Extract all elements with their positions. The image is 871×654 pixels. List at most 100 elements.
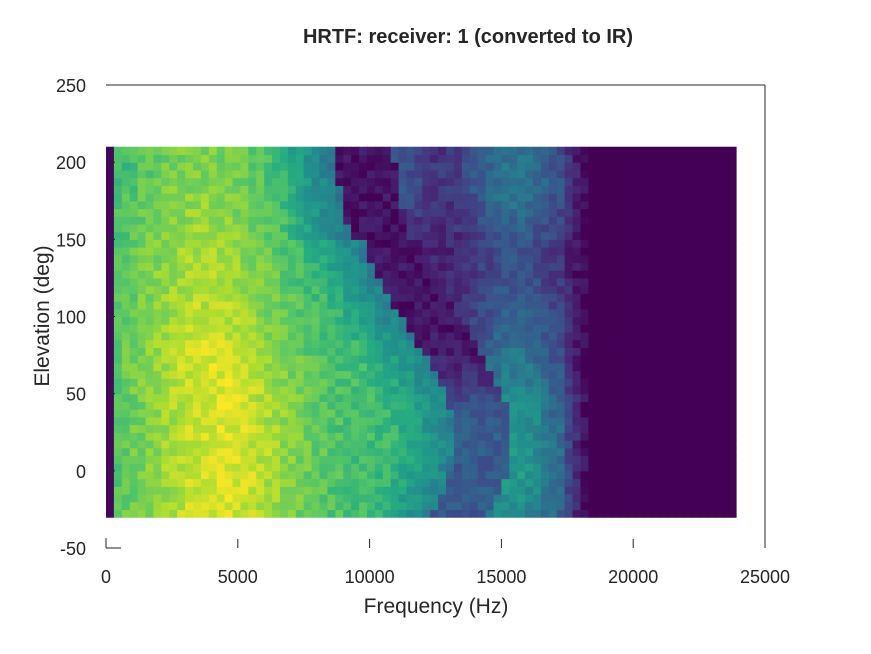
heatmap-cell xyxy=(153,277,162,287)
heatmap-cell xyxy=(627,247,637,256)
heatmap-cell xyxy=(422,200,431,210)
heatmap-cell xyxy=(564,324,574,333)
heatmap-cell xyxy=(240,177,249,186)
heatmap-cell xyxy=(279,254,289,264)
heatmap-cell xyxy=(153,393,162,402)
heatmap-cell xyxy=(303,424,313,433)
heatmap-cell xyxy=(137,216,147,225)
heatmap-cell xyxy=(596,193,605,202)
heatmap-cell xyxy=(453,409,463,418)
heatmap-cell xyxy=(414,355,423,364)
heatmap-cell xyxy=(185,509,194,518)
heatmap-cell xyxy=(248,393,257,402)
heatmap-cell xyxy=(683,247,692,256)
heatmap-cell xyxy=(446,223,455,233)
heatmap-cell xyxy=(620,432,629,441)
heatmap-cell xyxy=(106,154,115,163)
heatmap-cell xyxy=(177,324,186,333)
heatmap-cell xyxy=(438,162,447,171)
heatmap-cell xyxy=(525,509,534,518)
heatmap-cell xyxy=(485,223,495,233)
heatmap-cell xyxy=(121,347,131,356)
heatmap-cell xyxy=(145,208,155,217)
heatmap-cell xyxy=(264,146,273,156)
heatmap-cell xyxy=(185,231,194,240)
heatmap-cell xyxy=(343,409,352,418)
heatmap-cell xyxy=(264,154,273,163)
heatmap-cell xyxy=(319,486,329,495)
heatmap-cell xyxy=(343,262,352,271)
heatmap-cell xyxy=(635,509,645,518)
heatmap-cell xyxy=(224,316,234,325)
heatmap-cell xyxy=(137,208,147,217)
heatmap-cell xyxy=(256,424,265,433)
heatmap-cell xyxy=(596,370,605,379)
heatmap-cell xyxy=(264,393,273,402)
heatmap-cell xyxy=(588,308,597,318)
heatmap-cell xyxy=(137,308,147,318)
heatmap-cell xyxy=(540,339,550,348)
heatmap-cell xyxy=(185,470,194,480)
heatmap-cell xyxy=(153,324,162,333)
heatmap-cell xyxy=(343,378,352,387)
heatmap-cell xyxy=(169,324,178,333)
heatmap-cell xyxy=(722,270,732,279)
heatmap-cell xyxy=(216,409,226,418)
heatmap-cell xyxy=(224,355,234,364)
heatmap-cell xyxy=(659,216,669,225)
heatmap-cell xyxy=(106,177,115,186)
heatmap-cell xyxy=(667,362,676,372)
heatmap-cell xyxy=(208,162,218,171)
heatmap-cell xyxy=(366,239,376,248)
heatmap-cell xyxy=(730,416,737,426)
heatmap-cell xyxy=(627,262,637,271)
heatmap-cell xyxy=(398,409,408,418)
heatmap-cell xyxy=(540,146,550,156)
heatmap-cell xyxy=(272,277,281,287)
heatmap-cell xyxy=(493,316,502,325)
heatmap-cell xyxy=(311,455,321,464)
heatmap-cell xyxy=(714,509,724,518)
heatmap-cell xyxy=(548,193,558,202)
heatmap-cell xyxy=(501,470,510,480)
heatmap-cell xyxy=(730,401,737,410)
heatmap-cell xyxy=(287,424,297,433)
heatmap-cell xyxy=(699,200,708,210)
heatmap-cell xyxy=(438,301,447,310)
heatmap-cell xyxy=(279,393,289,402)
heatmap-cell xyxy=(525,347,534,356)
heatmap-cell xyxy=(612,393,621,402)
heatmap-cell xyxy=(620,370,629,379)
heatmap-cell xyxy=(295,177,305,186)
heatmap-cell xyxy=(264,254,273,264)
heatmap-cell xyxy=(612,339,621,348)
heatmap-cell xyxy=(161,185,170,194)
heatmap-cell xyxy=(580,316,589,325)
heatmap-cell xyxy=(232,316,242,325)
heatmap-cell xyxy=(438,316,447,325)
heatmap-cell xyxy=(153,370,162,379)
heatmap-cell xyxy=(620,347,629,356)
heatmap-cell xyxy=(319,339,329,348)
heatmap-cell xyxy=(525,154,534,163)
heatmap-cell xyxy=(137,239,147,248)
heatmap-cell xyxy=(714,432,724,441)
heatmap-cell xyxy=(153,223,162,233)
heatmap-cell xyxy=(548,401,558,410)
heatmap-cell xyxy=(659,277,669,287)
heatmap-cell xyxy=(224,486,234,495)
heatmap-cell xyxy=(279,301,289,310)
heatmap-cell xyxy=(129,509,139,518)
heatmap-cell xyxy=(707,177,716,186)
heatmap-cell xyxy=(461,424,471,433)
heatmap-cell xyxy=(137,169,147,179)
heatmap-cell xyxy=(714,478,724,487)
heatmap-cell xyxy=(398,455,408,464)
heatmap-cell xyxy=(335,432,344,441)
heatmap-cell xyxy=(177,146,186,156)
heatmap-cell xyxy=(635,301,645,310)
heatmap-cell xyxy=(153,146,162,156)
heatmap-cell xyxy=(295,409,305,418)
heatmap-cell xyxy=(730,254,737,264)
heatmap-cell xyxy=(501,316,510,325)
